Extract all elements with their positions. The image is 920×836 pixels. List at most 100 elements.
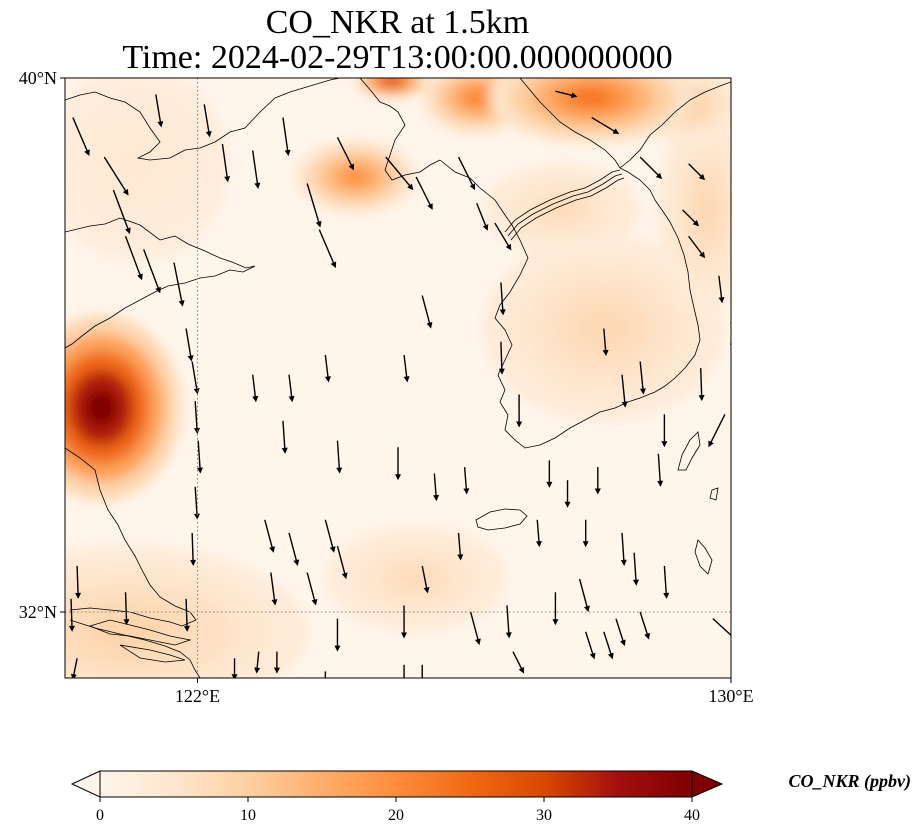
lat-tick-40: 40°N: [19, 68, 57, 88]
co-concentration-field: [65, 78, 731, 678]
concentration-contour: [465, 90, 488, 106]
wind-arrow: [401, 605, 408, 639]
chart-title-line1: CO_NKR at 1.5km: [265, 4, 530, 41]
concentration-contour: [89, 614, 162, 649]
wind-arrow: [535, 519, 542, 548]
colorbar-gradient: [100, 771, 692, 797]
wind-arrow: [512, 651, 525, 674]
wind-arrow: [143, 249, 161, 294]
coastline-china-zhejiang: [69, 619, 201, 678]
wind-arrow: [639, 156, 663, 180]
wind-arrow: [591, 116, 620, 135]
colorbar-tick-label: 20: [388, 807, 404, 824]
wind-vectors: [68, 90, 731, 678]
wind-arrow: [336, 440, 343, 474]
wind-arrow: [657, 453, 664, 487]
colorbar-tick-label: 0: [96, 807, 104, 824]
colorbar-tick-label: 10: [240, 807, 256, 824]
wind-arrow: [403, 664, 405, 678]
colorbar-tick-label: 40: [684, 807, 700, 824]
wind-arrow: [594, 467, 601, 495]
wind-arrow: [421, 565, 430, 594]
concentration-contour: [398, 568, 435, 590]
wind-arrow: [682, 209, 700, 227]
wind-arrow: [578, 578, 590, 613]
concentration-contour: [697, 190, 717, 230]
wind-arrow: [718, 275, 725, 304]
wind-arrow: [264, 519, 275, 553]
concentration-contour: [119, 143, 156, 184]
wind-arrow: [708, 413, 726, 448]
wind-arrow: [469, 611, 481, 646]
wind-arrow: [494, 222, 512, 251]
wind-arrow: [663, 565, 670, 599]
wind-arrow: [463, 466, 470, 495]
wind-arrow: [555, 90, 578, 99]
wind-arrow: [433, 473, 440, 502]
concentration-contour: [343, 169, 368, 185]
coastline-jeju-island: [475, 508, 528, 531]
wind-arrow: [75, 565, 82, 599]
concentration-contour: [579, 310, 629, 348]
coastline-north-korea-west: [519, 78, 621, 169]
wind-arrow: [173, 262, 185, 307]
coastline-korea-west: [439, 159, 701, 449]
wind-arrow: [498, 341, 505, 375]
coastline-korea-northeast: [619, 81, 731, 169]
wind-arrow: [516, 394, 523, 428]
wind-arrow: [190, 532, 197, 566]
wind-arrow: [273, 651, 280, 674]
wind-arrow: [324, 519, 336, 553]
wind-arrow: [421, 664, 423, 678]
wind-arrow: [585, 631, 596, 660]
wind-arrow: [620, 532, 627, 566]
wind-arrow: [270, 572, 278, 606]
coastline-ulleung-japan-fragments: [677, 431, 719, 575]
wind-arrow: [632, 552, 639, 586]
map-frame: [64, 77, 732, 679]
wind-arrow: [191, 361, 200, 395]
wind-arrow: [336, 545, 348, 580]
wind-arrow: [231, 658, 238, 678]
wind-arrow: [415, 176, 433, 210]
wind-arrow: [288, 532, 300, 566]
wind-arrow: [123, 592, 130, 626]
wind-arrow: [505, 605, 512, 639]
wind-arrow: [552, 592, 559, 626]
wind-arrow: [621, 374, 628, 408]
coastline-china-bohai: [65, 78, 341, 161]
coastline-china-jiangsu: [65, 447, 197, 627]
wind-arrow: [112, 189, 131, 235]
coastline-yangtze-delta-islands: [88, 619, 192, 663]
coastline-liaodong: [359, 78, 441, 181]
wind-arrow: [103, 156, 129, 196]
wind-arrow: [193, 486, 200, 520]
wind-arrow: [288, 374, 295, 403]
wind-arrow: [615, 618, 626, 647]
wind-arrow: [183, 598, 190, 632]
wind-arrow: [281, 420, 288, 454]
colorbar-label: CO_NKR (ppbv): [789, 771, 912, 792]
wind-arrow: [639, 361, 646, 395]
coastlines: [65, 78, 731, 678]
lat-tick-32: 32°N: [19, 602, 57, 622]
wind-arrow: [306, 183, 322, 228]
lon-tick-130: 130°E: [708, 686, 753, 706]
wind-arrow: [318, 229, 337, 269]
wind-arrow: [251, 150, 261, 190]
wind-arrow: [251, 374, 259, 403]
colorbar-ticks: 0 10 20 30 40: [96, 797, 700, 824]
wind-arrow: [72, 117, 90, 157]
wind-arrow: [403, 354, 410, 383]
wind-arrow: [306, 572, 318, 606]
wind-arrow: [221, 143, 231, 183]
wind-arrow: [688, 163, 706, 181]
wind-arrow: [457, 156, 476, 191]
wind-arrow: [688, 235, 706, 259]
concentration-contour: [85, 389, 118, 427]
wind-arrow: [193, 401, 200, 435]
lon-tick-122: 122°E: [175, 686, 220, 706]
wind-arrow: [70, 658, 78, 678]
wind-arrow: [603, 631, 614, 660]
wind-arrow: [639, 611, 651, 640]
